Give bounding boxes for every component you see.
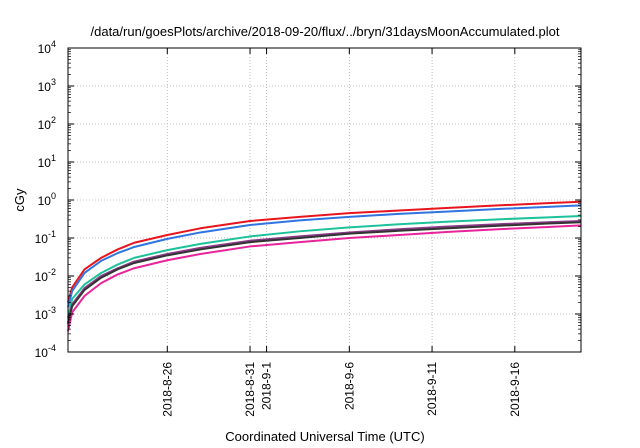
series-line bbox=[67, 214, 582, 318]
y-tick-label: 10-2 bbox=[35, 267, 56, 284]
x-axis-title: Coordinated Universal Time (UTC) bbox=[225, 429, 424, 444]
y-tick-label-exponent: 0 bbox=[51, 191, 56, 201]
y-tick-label-base: 10 bbox=[35, 232, 49, 246]
series-line bbox=[67, 204, 582, 308]
y-tick-label-base: 10 bbox=[35, 270, 49, 284]
y-tick-label-exponent: 3 bbox=[51, 77, 56, 87]
y-tick-label-exponent: -3 bbox=[48, 305, 56, 315]
y-tick-label-exponent: -1 bbox=[48, 229, 56, 239]
x-tick-label: 2018-9-6 bbox=[342, 362, 356, 410]
ticks bbox=[68, 47, 581, 353]
x-tick-label: 2018-9-11 bbox=[425, 362, 439, 416]
y-tick-label: 103 bbox=[38, 77, 56, 94]
y-tick-label: 104 bbox=[38, 39, 56, 56]
y-tick-label: 10-4 bbox=[35, 343, 56, 360]
x-tick-label: 2018-8-26 bbox=[160, 362, 174, 417]
y-tick-label-base: 10 bbox=[38, 42, 52, 56]
series-line bbox=[67, 224, 582, 332]
y-tick-label-base: 10 bbox=[38, 194, 52, 208]
y-tick-label-exponent: 4 bbox=[51, 39, 56, 49]
y-tick-label: 102 bbox=[38, 115, 56, 132]
series-line bbox=[67, 221, 582, 325]
y-axis-title: cGy bbox=[12, 188, 27, 212]
y-tick-label: 100 bbox=[38, 191, 56, 208]
series-layer bbox=[67, 200, 582, 332]
y-tick-label: 101 bbox=[38, 153, 56, 170]
y-tick-label-exponent: 2 bbox=[51, 115, 56, 125]
series-line bbox=[67, 220, 582, 323]
y-tick-label-exponent: -2 bbox=[48, 267, 56, 277]
y-tick-label-base: 10 bbox=[38, 156, 52, 170]
chart-title: /data/run/goesPlots/archive/2018-09-20/f… bbox=[91, 24, 560, 39]
y-tick-label-base: 10 bbox=[35, 308, 49, 322]
grid bbox=[68, 47, 581, 353]
x-tick-labels: 2018-8-26 2018-8-31 2018-9-1 2018-9-6 2018-9… bbox=[160, 362, 522, 417]
y-tick-label-base: 10 bbox=[35, 346, 49, 360]
x-tick-label: 2018-9-1 bbox=[260, 362, 274, 410]
y-tick-label: 10-3 bbox=[35, 305, 56, 322]
y-tick-label-exponent: -4 bbox=[48, 343, 56, 353]
x-tick-label: 2018-8-31 bbox=[243, 362, 257, 417]
series-line bbox=[67, 200, 582, 303]
plot-frame bbox=[67, 47, 582, 353]
y-tick-label-base: 10 bbox=[38, 80, 52, 94]
y-tick-label-exponent: 1 bbox=[51, 153, 56, 163]
x-tick-label: 2018-9-16 bbox=[508, 362, 522, 417]
y-tick-label-base: 10 bbox=[38, 118, 52, 132]
y-tick-label: 10-1 bbox=[35, 229, 56, 246]
